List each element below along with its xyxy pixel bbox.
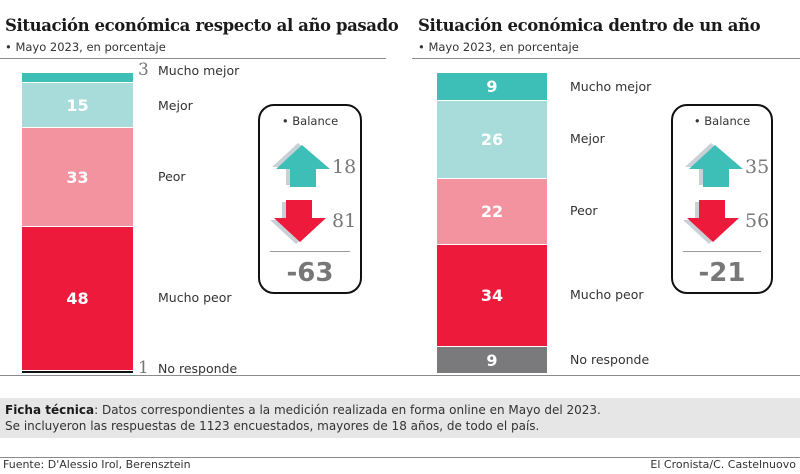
category-label: Peor xyxy=(570,203,598,218)
bar-value-label: 9 xyxy=(486,77,498,96)
bar-value-label-outside: 3 xyxy=(138,59,149,80)
bar-value-label-outside: 1 xyxy=(138,357,149,378)
category-label: Mucho peor xyxy=(570,287,644,302)
category-label: Mucho mejor xyxy=(158,62,240,78)
ficha-line2: Se incluyeron las respuestas de 1123 enc… xyxy=(5,419,540,433)
left-balance-box: • Balance 18 81 -63 xyxy=(258,104,362,294)
footer-credit: El Cronista/C. Castelnuovo xyxy=(650,458,796,471)
bar-segment-peor: 22 xyxy=(437,178,547,244)
bar-segment-peor: 33 xyxy=(22,127,133,226)
bar-value-label: 48 xyxy=(66,289,89,308)
right-balance-total: -21 xyxy=(698,258,746,288)
footer-source: Fuente: D'Alessio Irol, Berensztein xyxy=(3,458,191,471)
bar-segment-no-responde xyxy=(22,370,133,373)
bar-value-label: 15 xyxy=(66,95,89,115)
up-arrow-icon xyxy=(685,143,743,187)
ficha-line1: : Datos correspondientes a la medición r… xyxy=(94,403,601,417)
left-balance-total: -63 xyxy=(286,258,334,288)
category-label: No responde xyxy=(570,351,650,367)
bar-segment-no-responde: 9 xyxy=(437,346,547,373)
ficha-tecnica: Ficha técnica: Datos correspondientes a … xyxy=(0,398,800,438)
chart-baseline xyxy=(0,375,800,376)
category-label: No responde xyxy=(158,360,238,376)
category-label: Mucho mejor xyxy=(570,78,652,94)
up-arrow-icon xyxy=(272,143,330,187)
right-chart-subtitle: • Mayo 2023, en porcentaje xyxy=(418,40,579,54)
bar-segment-mucho-mejor xyxy=(22,73,133,82)
right-balance-negative: 56 xyxy=(745,210,770,232)
category-label: Mucho peor xyxy=(158,290,232,305)
right-balance-rule xyxy=(683,251,761,252)
bar-segment-mejor: 26 xyxy=(437,100,547,178)
down-arrow-icon xyxy=(683,200,739,244)
bar-segment-mucho-peor: 34 xyxy=(437,244,547,346)
bar-value-label: 34 xyxy=(480,286,504,305)
left-balance-title: • Balance xyxy=(281,114,339,128)
left-title-divider xyxy=(0,58,386,59)
category-label: Mejor xyxy=(570,131,605,146)
bar-segment-mucho-peor: 48 xyxy=(22,226,133,370)
right-balance-positive: 35 xyxy=(745,156,770,178)
left-chart-subtitle: • Mayo 2023, en porcentaje xyxy=(5,40,166,54)
left-balance-negative: 81 xyxy=(332,210,357,232)
bar-value-label: 33 xyxy=(66,167,89,187)
bar-segment-mucho-mejor: 9 xyxy=(437,73,547,100)
ficha-label: Ficha técnica xyxy=(5,403,95,417)
right-balance-title: • Balance xyxy=(693,114,751,128)
bar-segment-mejor: 15 xyxy=(22,82,133,127)
right-balance-box: • Balance 35 56 -21 xyxy=(671,104,773,294)
category-label: Mejor xyxy=(158,97,193,113)
right-chart-title: Situación económica dentro de un año xyxy=(418,16,761,35)
category-label: Peor xyxy=(158,168,186,184)
right-title-divider xyxy=(412,58,800,59)
left-chart-title: Situación económica respecto al año pasa… xyxy=(5,16,399,35)
left-balance-positive: 18 xyxy=(332,156,357,178)
bar-value-label: 26 xyxy=(480,130,504,149)
bar-value-label: 9 xyxy=(486,350,498,370)
bar-value-label: 22 xyxy=(480,202,504,221)
footer-divider xyxy=(0,457,800,458)
left-balance-rule xyxy=(270,251,350,252)
down-arrow-icon xyxy=(270,200,326,244)
